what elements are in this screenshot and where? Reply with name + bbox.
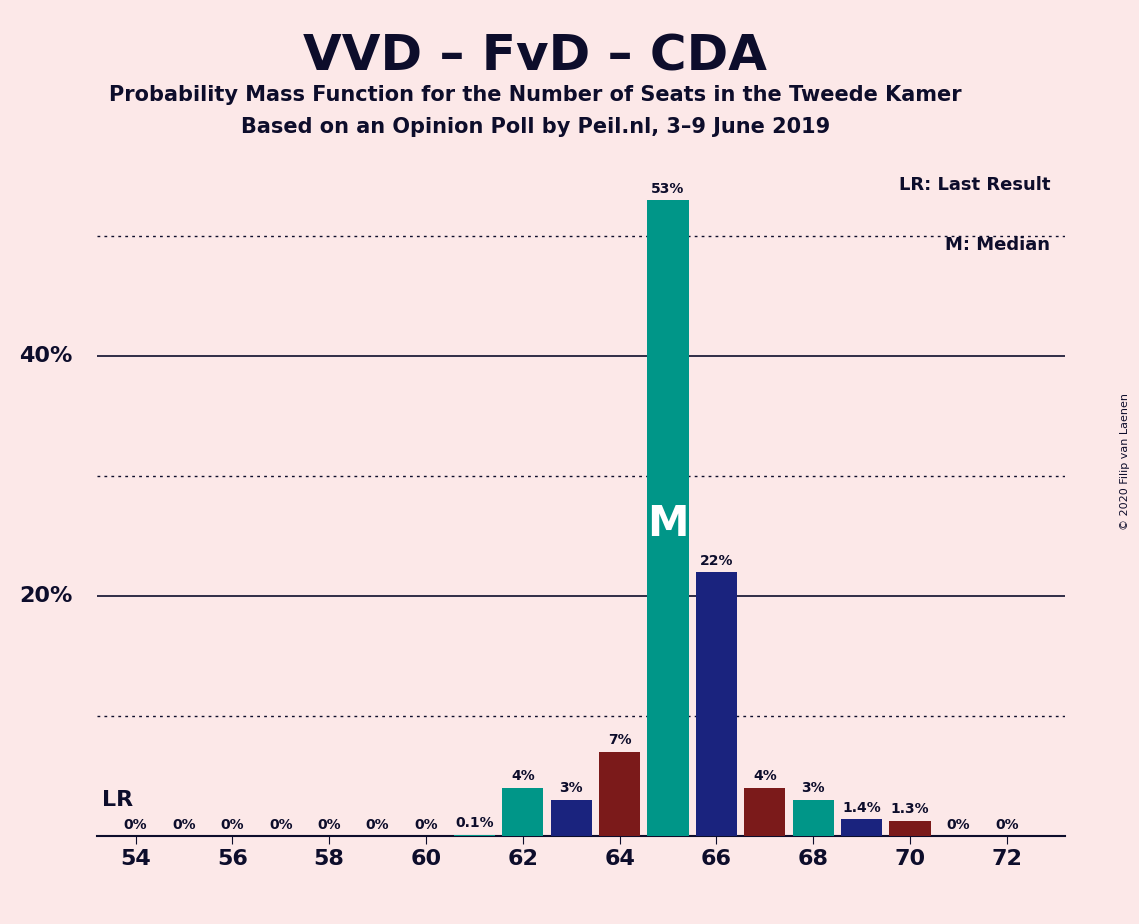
Text: 0%: 0% <box>318 818 341 832</box>
Text: 0.1%: 0.1% <box>456 816 493 831</box>
Bar <box>502 788 543 836</box>
Bar <box>890 821 931 836</box>
Text: LR: Last Result: LR: Last Result <box>899 176 1050 194</box>
Text: © 2020 Filip van Laenen: © 2020 Filip van Laenen <box>1120 394 1130 530</box>
Bar <box>793 800 834 836</box>
Text: 0%: 0% <box>995 818 1018 832</box>
Text: VVD – FvD – CDA: VVD – FvD – CDA <box>303 32 768 80</box>
Text: 3%: 3% <box>802 782 825 796</box>
Text: 0%: 0% <box>947 818 970 832</box>
Text: 40%: 40% <box>19 346 73 367</box>
Text: Based on an Opinion Poll by Peil.nl, 3–9 June 2019: Based on an Opinion Poll by Peil.nl, 3–9… <box>240 117 830 138</box>
Text: 0%: 0% <box>172 818 196 832</box>
Text: LR: LR <box>101 790 133 809</box>
Text: 22%: 22% <box>699 553 734 567</box>
Bar <box>599 752 640 836</box>
Bar <box>550 800 592 836</box>
Text: 7%: 7% <box>608 734 631 748</box>
Text: 0%: 0% <box>269 818 293 832</box>
Text: 0%: 0% <box>221 818 244 832</box>
Text: M: M <box>647 504 689 545</box>
Bar <box>744 788 786 836</box>
Text: 4%: 4% <box>511 770 534 784</box>
Bar <box>841 820 883 836</box>
Text: 1.4%: 1.4% <box>842 800 882 815</box>
Text: 0%: 0% <box>366 818 390 832</box>
Text: 53%: 53% <box>652 182 685 196</box>
Bar <box>453 835 495 836</box>
Text: M: Median: M: Median <box>945 237 1050 254</box>
Text: Probability Mass Function for the Number of Seats in the Tweede Kamer: Probability Mass Function for the Number… <box>109 85 961 105</box>
Text: 0%: 0% <box>415 818 437 832</box>
Bar <box>647 201 689 836</box>
Text: 4%: 4% <box>753 770 777 784</box>
Text: 0%: 0% <box>124 818 147 832</box>
Text: 3%: 3% <box>559 782 583 796</box>
Bar <box>696 572 737 836</box>
Text: 1.3%: 1.3% <box>891 802 929 816</box>
Text: 20%: 20% <box>19 587 73 606</box>
